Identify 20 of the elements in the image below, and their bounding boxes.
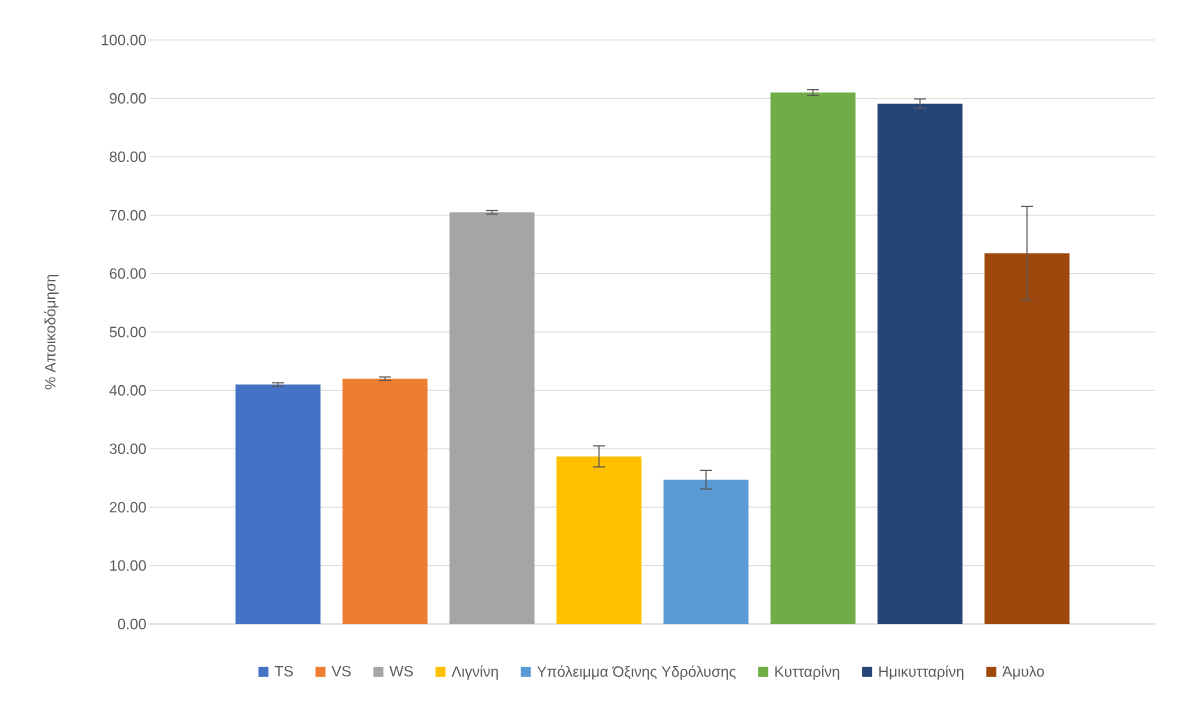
y-tick-label: 50.00	[109, 326, 146, 338]
y-tick-label: 0.00	[117, 618, 146, 630]
legend-label: Ημικυτταρίνη	[879, 665, 964, 680]
legend-label: VS	[331, 665, 351, 677]
y-tick-label: 30.00	[109, 443, 146, 455]
y-tick-label: 80.00	[109, 151, 146, 163]
y-tick-label: 70.00	[109, 209, 146, 221]
legend-label: TS	[274, 665, 293, 677]
y-tick-label: 40.00	[109, 385, 146, 396]
legend-label: Κυτταρίνη	[775, 665, 840, 680]
legend-label: Άμυλο	[1002, 665, 1044, 680]
y-tick-label: 20.00	[109, 501, 146, 513]
y-axis-title: % Αποικοδόμηση	[44, 275, 59, 390]
legend-label: Λιγνίνη	[451, 665, 498, 680]
legend-label: WS	[389, 665, 413, 677]
y-tick-label: 60.00	[109, 268, 146, 279]
y-tick-label: 10.00	[110, 560, 146, 571]
y-tick-label: 90.00	[109, 93, 146, 104]
legend-label: Υπόλειμμα Όξινης Υδρόλυσης	[537, 665, 736, 680]
y-tick-label: 100.00	[101, 34, 146, 46]
